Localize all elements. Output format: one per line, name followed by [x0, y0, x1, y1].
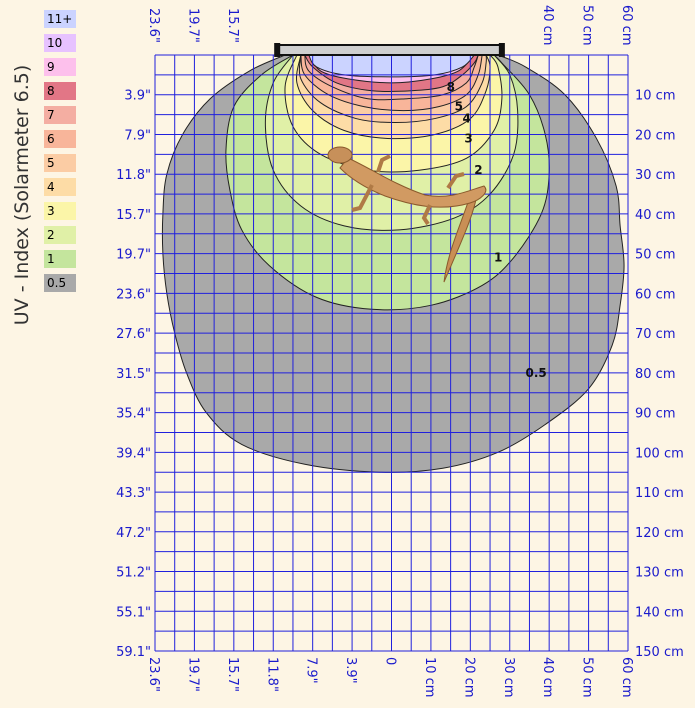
- contour-label-2: 2: [474, 163, 482, 177]
- contour-label-4: 4: [462, 112, 470, 126]
- legend-item-8: 8: [44, 82, 76, 100]
- x-tick-label-top-cm: 50 cm: [580, 5, 595, 46]
- x-tick-label-bottom: 15.7": [225, 657, 240, 692]
- y-tick-label-left: 27.6": [116, 327, 151, 342]
- legend-item-9: 9: [44, 58, 76, 76]
- x-tick-label-bottom: 60 cm: [619, 657, 634, 698]
- lamp-end-right: [498, 43, 505, 57]
- lamp-end-left: [274, 43, 281, 57]
- legend-item-5: 5: [44, 154, 76, 172]
- y-tick-label-left: 51.2": [116, 566, 151, 581]
- y-tick-label-left: 15.7": [116, 208, 151, 223]
- legend-item-4: 4: [44, 178, 76, 196]
- y-tick-label-left: 19.7": [116, 248, 151, 263]
- lizard-head: [327, 146, 353, 164]
- y-tick-label-right: 40 cm: [635, 208, 676, 223]
- legend-item-6: 6: [44, 130, 76, 148]
- y-tick-label-right: 60 cm: [635, 287, 676, 302]
- x-tick-label-bottom: 23.6": [146, 657, 161, 692]
- x-tick-label-top-cm: 40 cm: [540, 5, 555, 46]
- contour-label-1: 1: [494, 251, 502, 265]
- y-tick-label-right: 140 cm: [635, 605, 684, 620]
- x-tick-label-bottom: 20 cm: [461, 657, 476, 698]
- contour-label-8: 8: [447, 80, 455, 94]
- legend-item-1: 1: [44, 250, 76, 268]
- legend-item-11plus: 11+: [44, 10, 76, 28]
- lizard-front-leg: [351, 184, 374, 212]
- y-tick-label-left: 31.5": [116, 367, 151, 382]
- x-tick-label-top-inch: 19.7": [185, 8, 200, 43]
- y-tick-label-left: 11.8": [116, 168, 151, 183]
- contour-label-5: 5: [455, 100, 463, 114]
- y-tick-label-left: 35.4": [116, 407, 151, 422]
- y-tick-label-left: 55.1": [116, 605, 151, 620]
- lizard-tail: [443, 188, 479, 283]
- y-tick-label-right: 80 cm: [635, 367, 676, 382]
- uv-lamp: [276, 44, 503, 56]
- legend-item-3: 3: [44, 202, 76, 220]
- legend-item-10: 10: [44, 34, 76, 52]
- bearded-dragon-illustration: [327, 146, 487, 283]
- y-tick-label-left: 3.9": [124, 89, 151, 104]
- y-tick-label-right: 20 cm: [635, 128, 676, 143]
- y-tick-label-right: 100 cm: [635, 446, 684, 461]
- y-tick-label-right: 130 cm: [635, 566, 684, 581]
- x-tick-label-bottom: 10 cm: [422, 657, 437, 698]
- x-tick-label-bottom: 40 cm: [540, 657, 555, 698]
- x-tick-label-top-cm: 60 cm: [619, 5, 634, 46]
- x-tick-label-bottom: 30 cm: [501, 657, 516, 698]
- lizard-body: [339, 157, 487, 208]
- y-tick-label-right: 150 cm: [635, 645, 684, 660]
- lizard-hind-leg-2: [446, 172, 465, 190]
- y-tick-label-left: 23.6": [116, 287, 151, 302]
- x-tick-label-top-inch: 15.7": [225, 8, 240, 43]
- x-tick-label-bottom: 3.9": [343, 657, 358, 684]
- y-tick-label-left: 43.3": [116, 486, 151, 501]
- y-tick-label-right: 70 cm: [635, 327, 676, 342]
- x-tick-label-top-inch: 23.6": [146, 8, 161, 43]
- x-tick-label-bottom: 11.8": [264, 657, 279, 692]
- y-tick-label-right: 90 cm: [635, 407, 676, 422]
- x-tick-label-bottom: 0: [383, 657, 398, 665]
- x-tick-label-bottom: 50 cm: [580, 657, 595, 698]
- y-tick-label-left: 47.2": [116, 526, 151, 541]
- contour-label-0-5: 0.5: [526, 366, 547, 380]
- legend-item-7: 7: [44, 106, 76, 124]
- x-tick-label-bottom: 19.7": [185, 657, 200, 692]
- y-tick-label-left: 59.1": [116, 645, 151, 660]
- y-tick-label-right: 50 cm: [635, 248, 676, 263]
- lizard-front-leg-2: [376, 154, 391, 173]
- y-tick-label-right: 10 cm: [635, 89, 676, 104]
- y-tick-label-right: 110 cm: [635, 486, 684, 501]
- legend-item-2: 2: [44, 226, 76, 244]
- lizard-hind-leg: [421, 204, 432, 226]
- y-tick-label-right: 120 cm: [635, 526, 684, 541]
- x-tick-label-bottom: 7.9": [304, 657, 319, 684]
- y-tick-label-right: 30 cm: [635, 168, 676, 183]
- y-tick-label-left: 7.9": [124, 128, 151, 143]
- y-tick-label-left: 39.4": [116, 446, 151, 461]
- contour-label-3: 3: [464, 131, 472, 145]
- legend-item-0-5: 0.5: [44, 274, 76, 292]
